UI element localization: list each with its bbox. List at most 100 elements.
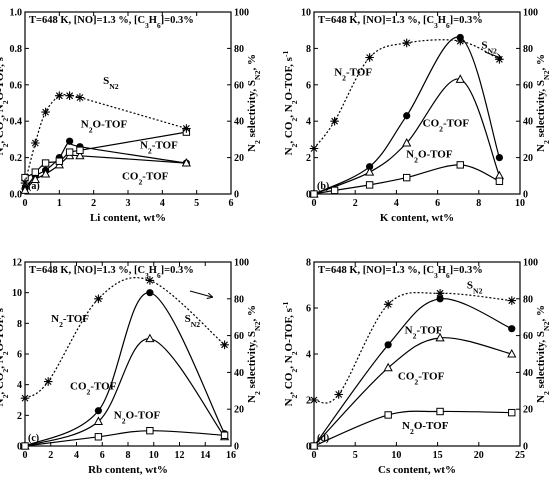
curve-annotation: N2-TOF xyxy=(140,140,178,156)
chart-title: T=648 K, [NO]=1.3 %, [C3H6]=0.3% xyxy=(318,265,483,280)
x-axis-label: Rb content, wt% xyxy=(88,464,168,476)
chart-title: T=648 K, [NO]=1.3 %, [C3H6]=0.3% xyxy=(29,15,194,30)
data-point xyxy=(21,442,29,450)
x-tick-label: 6 xyxy=(435,198,440,209)
y2-tick-label: 80 xyxy=(523,44,533,55)
data-point xyxy=(456,36,465,46)
x-tick-label: 0 xyxy=(312,198,317,209)
y-tick-label: 4 xyxy=(306,350,311,361)
y2-tick-label: 20 xyxy=(523,153,533,164)
data-point xyxy=(455,74,465,83)
y2-tick-label: 40 xyxy=(234,117,244,128)
y-tick-label: 1.0 xyxy=(10,8,23,19)
data-point xyxy=(65,148,74,156)
curve-annotation: N2-TOF xyxy=(334,67,372,83)
x-tick-label: 15 xyxy=(433,450,443,461)
y2-tick-label: 60 xyxy=(523,80,533,91)
data-point xyxy=(41,159,50,167)
y2-tick-label: 40 xyxy=(523,368,533,379)
y-tick-label: 6 xyxy=(17,350,22,361)
data-point xyxy=(31,168,39,176)
data-point xyxy=(334,390,343,399)
curve-annotation: SN2 xyxy=(103,75,119,91)
data-point xyxy=(93,416,104,425)
data-point xyxy=(309,144,319,153)
y2-axis-label: N2 selectivity, SN2, % xyxy=(246,54,262,152)
data-point xyxy=(402,38,411,48)
y2-tick-label: 100 xyxy=(234,258,249,269)
x-tick-label: 0 xyxy=(312,450,317,461)
curve-annotation: N2O-TOF xyxy=(402,420,449,436)
plot-frame xyxy=(313,261,521,447)
y-tick-label: 10 xyxy=(301,8,311,19)
curve-annotation: SN2 xyxy=(467,279,483,295)
x-axis-label: Li content, wt% xyxy=(90,212,166,224)
data-point xyxy=(182,124,191,133)
data-point xyxy=(507,296,517,305)
data-point xyxy=(75,93,85,102)
x-tick-label: 8 xyxy=(476,198,481,209)
y-tick-label: 4 xyxy=(306,117,311,128)
panel-label: (b) xyxy=(317,181,329,192)
y-tick-label: 12 xyxy=(12,258,22,269)
data-point xyxy=(75,150,85,160)
data-point xyxy=(20,185,30,194)
data-point xyxy=(220,340,229,350)
annotation-arrow xyxy=(189,290,212,297)
data-point xyxy=(383,362,393,372)
chart-title: T=648 K, [NO]=1.3 %, [C3H6]=0.3% xyxy=(29,265,194,280)
series-line xyxy=(313,298,513,447)
y2-tick-label: 0 xyxy=(523,442,528,453)
data-point xyxy=(65,91,74,100)
plot-frame xyxy=(313,11,521,195)
x-tick-label: 1 xyxy=(57,198,62,209)
data-point xyxy=(364,167,375,176)
panel-label: (a) xyxy=(28,181,40,192)
series-line xyxy=(313,337,512,447)
data-point xyxy=(181,158,192,167)
series-line xyxy=(24,277,225,399)
data-point xyxy=(145,276,155,285)
y2-tick-label: 0 xyxy=(234,442,239,453)
y2-tick-label: 100 xyxy=(523,8,538,19)
series-line xyxy=(313,292,512,404)
x-tick-label: 2 xyxy=(353,198,358,209)
y-tick-label: 0.0 xyxy=(10,190,23,201)
data-point xyxy=(365,181,374,189)
y-tick-label: 0.2 xyxy=(10,153,23,164)
data-point xyxy=(495,154,503,162)
y2-tick-label: 20 xyxy=(234,405,244,416)
y-tick-label: 4 xyxy=(17,380,22,391)
data-point xyxy=(41,107,50,117)
y2-tick-label: 0 xyxy=(234,190,239,201)
data-point xyxy=(495,177,504,185)
curve-annotation: N2-TOF xyxy=(405,324,443,340)
data-point xyxy=(310,190,318,198)
y-tick-label: 0.6 xyxy=(10,80,23,91)
data-point xyxy=(330,186,339,195)
data-point xyxy=(55,157,64,165)
y-tick-label: 8 xyxy=(306,44,311,55)
data-point xyxy=(20,393,30,403)
data-point xyxy=(435,332,445,342)
x-tick-label: 8 xyxy=(126,450,131,461)
x-tick-label: 25 xyxy=(515,450,525,461)
series-n2o-tof xyxy=(21,426,229,450)
y-tick-label: 2 xyxy=(306,396,311,407)
y2-tick-label: 80 xyxy=(234,44,244,55)
annotation-arrow xyxy=(484,51,501,58)
y2-axis-label: N2 selectivity, SN2, % xyxy=(246,305,262,403)
data-point xyxy=(146,289,154,297)
x-tick-label: 20 xyxy=(474,450,484,461)
y-tick-label: 0.8 xyxy=(10,44,23,55)
data-point xyxy=(76,146,84,155)
data-point xyxy=(508,408,516,417)
x-tick-label: 2 xyxy=(48,450,53,461)
series-co2-tof xyxy=(20,333,230,450)
y2-tick-label: 60 xyxy=(234,331,244,342)
y-axis-label: N2, CO2, N2O-TOF, s-1 xyxy=(281,301,299,406)
curve-annotation: N2O-TOF xyxy=(81,119,128,135)
data-point xyxy=(66,137,74,145)
